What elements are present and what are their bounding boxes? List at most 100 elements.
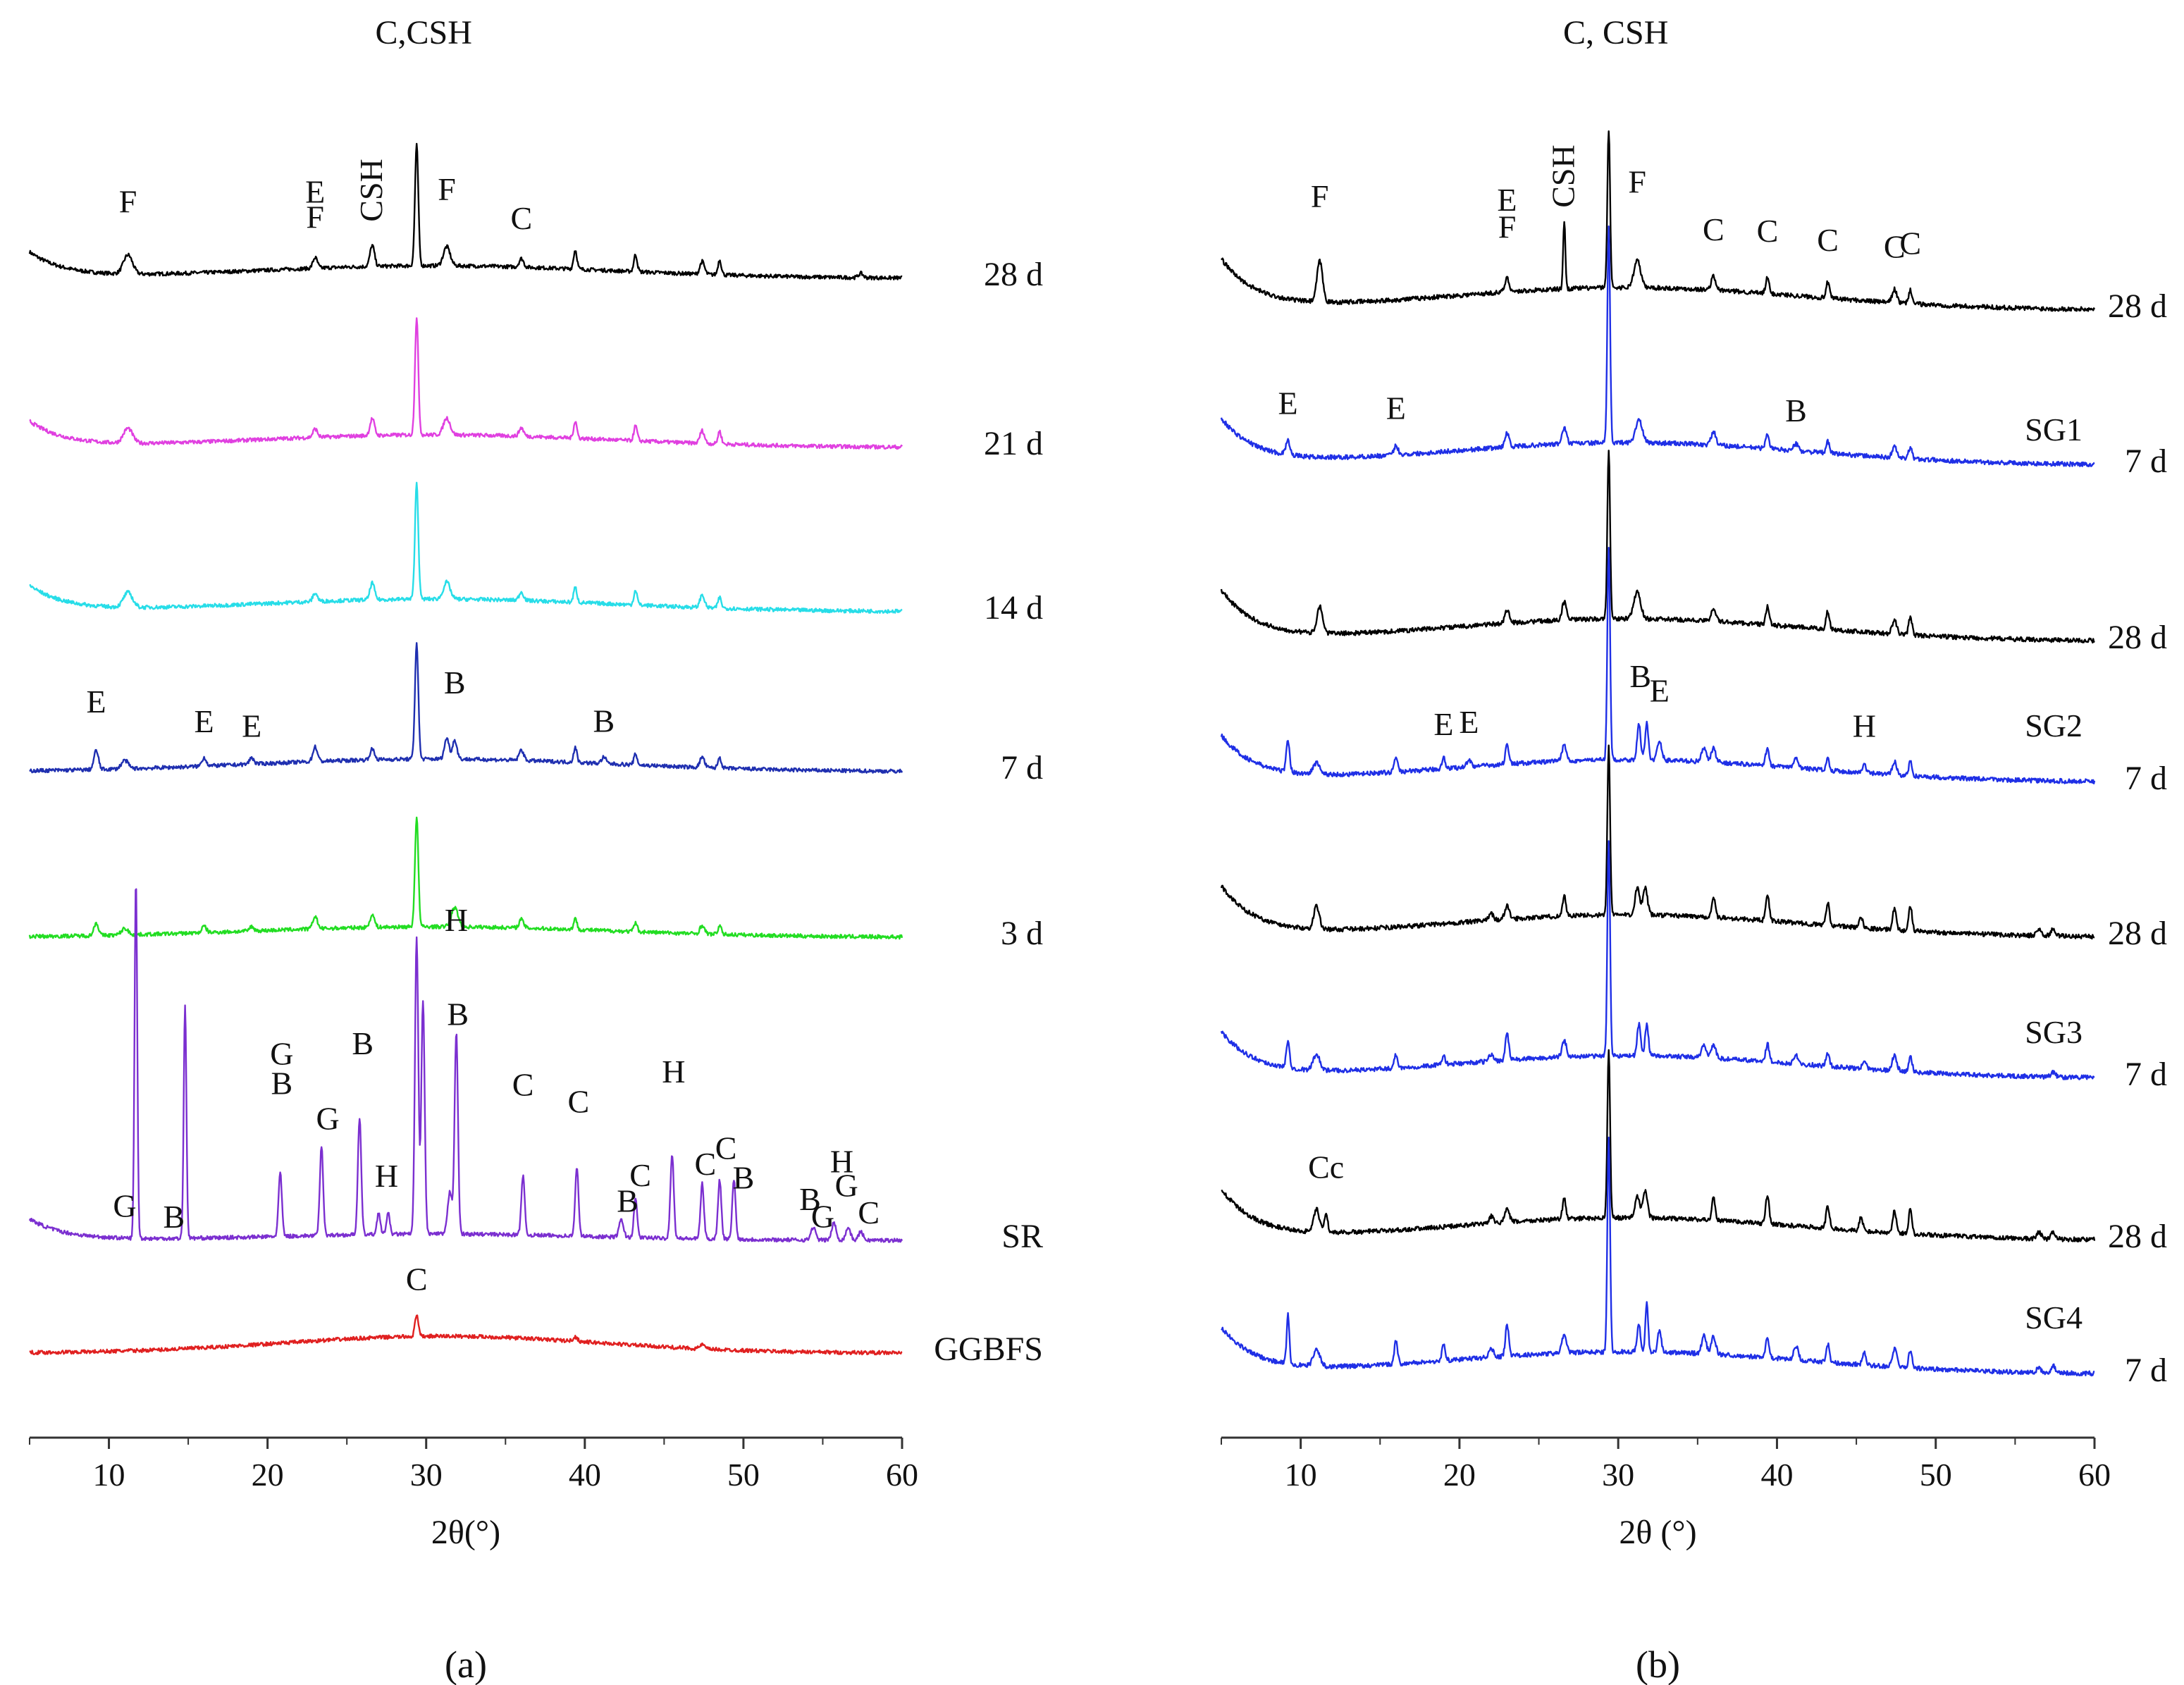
series-label: 7 d	[2125, 1056, 2167, 1093]
peak-annotation: G	[811, 1199, 834, 1235]
panel-caption: (a)	[445, 1643, 487, 1685]
peak-annotation: G	[270, 1036, 293, 1072]
peak-annotation: E	[1386, 390, 1406, 426]
peak-annotation-vertical: CSH	[353, 159, 389, 221]
x-axis-label: 2θ(°)	[431, 1514, 500, 1551]
xrd-pattern-28d-SG3	[1220, 744, 2095, 940]
peak-annotation: G	[316, 1101, 340, 1137]
peak-annotation: F	[1628, 164, 1646, 200]
sample-group-label: SG3	[2025, 1014, 2083, 1050]
peak-annotation: C	[1899, 225, 1921, 261]
series-label: GGBFS	[934, 1331, 1043, 1368]
peak-annotation: C	[858, 1195, 880, 1230]
peak-annotation: E	[1459, 704, 1479, 740]
x-tick-label: 50	[1920, 1457, 1952, 1493]
series-label: 28 d	[2108, 915, 2167, 952]
xrd-pattern-28d	[28, 142, 903, 280]
panel-caption: (b)	[1636, 1643, 1680, 1685]
series-label: 28 d	[2108, 619, 2167, 656]
peak-annotation-vertical: CSH	[1546, 144, 1581, 207]
series-label: 28 d	[2108, 288, 2167, 325]
peak-annotation: B	[1629, 658, 1651, 694]
series-label: 7 d	[2125, 443, 2167, 480]
xrd-pattern-7d-SG1	[1220, 226, 2095, 467]
xrd-pattern-21d	[29, 317, 903, 450]
peak-annotation: C	[715, 1130, 737, 1166]
peak-annotation: B	[593, 703, 615, 739]
peak-annotation: E	[242, 708, 261, 743]
series-label: 7 d	[1001, 749, 1043, 786]
peak-annotation: C	[629, 1157, 651, 1193]
peak-annotation: C	[1817, 222, 1839, 258]
x-tick-label: 20	[252, 1457, 284, 1493]
peak-annotation: C	[1884, 229, 1906, 265]
x-tick-label: 40	[1760, 1457, 1793, 1493]
peak-annotation: B	[271, 1066, 293, 1101]
xrd-pattern-7d-SG4	[1221, 1136, 2095, 1377]
series-label: 28 d	[984, 256, 1043, 293]
peak-annotation: C	[695, 1146, 717, 1182]
peak-annotation: F	[1311, 178, 1329, 214]
x-tick-label: 60	[886, 1457, 918, 1493]
peak-annotation: B	[733, 1160, 755, 1196]
peak-annotation-top: C,CSH	[376, 14, 472, 51]
peak-annotation: F	[306, 199, 324, 235]
x-tick-label: 30	[410, 1457, 443, 1493]
sample-group-label: SG1	[2025, 412, 2083, 448]
peak-annotation: F	[119, 184, 137, 220]
series-label: 14 d	[984, 589, 1043, 627]
series-label: SR	[1001, 1218, 1043, 1255]
peak-annotation: C	[406, 1261, 428, 1297]
xrd-pattern-28d-SG1	[1221, 130, 2096, 312]
peak-annotation: C	[512, 1066, 534, 1102]
peak-annotation: B	[352, 1025, 374, 1061]
peak-annotation: B	[447, 996, 469, 1032]
peak-annotation: H	[375, 1158, 398, 1194]
peak-annotation: Cc	[1308, 1149, 1344, 1185]
peak-annotation: H	[830, 1143, 853, 1179]
series-label: 7 d	[2125, 1352, 2167, 1389]
peak-annotation: E	[86, 684, 106, 720]
series-label: 7 d	[2125, 760, 2167, 797]
peak-annotation: G	[113, 1188, 136, 1224]
series-label: 21 d	[984, 425, 1043, 462]
peak-annotation: B	[1785, 393, 1807, 428]
peak-annotation: B	[444, 665, 466, 700]
xrd-pattern-7d-SG2	[1220, 547, 2096, 784]
xrd-pattern-7d-SG3	[1220, 840, 2095, 1080]
x-tick-label: 20	[1443, 1457, 1476, 1493]
peak-annotation: H	[662, 1054, 685, 1090]
peak-annotation: E	[1433, 706, 1453, 742]
peak-annotation: G	[835, 1168, 858, 1204]
peak-annotation: C	[510, 200, 532, 236]
xrd-pattern-28d-SG2	[1220, 450, 2095, 644]
xrd-pattern-GGBFS	[29, 1314, 903, 1356]
peak-annotation: C	[1757, 213, 1779, 249]
peak-annotation: H	[1853, 708, 1876, 744]
peak-annotation: H	[445, 902, 468, 938]
series-label: 3 d	[1001, 915, 1043, 952]
peak-annotation: E	[1278, 385, 1298, 421]
x-tick-label: 40	[569, 1457, 601, 1493]
peak-annotation: B	[163, 1199, 185, 1235]
x-tick-label: 50	[727, 1457, 760, 1493]
peak-annotation: E	[1497, 182, 1517, 218]
xrd-pattern-3d	[28, 816, 903, 940]
peak-annotation: E	[305, 174, 325, 210]
peak-annotation: C	[1703, 211, 1725, 247]
xrd-pattern-SR	[28, 888, 903, 1243]
peak-annotation: E	[195, 703, 214, 739]
peak-annotation: B	[799, 1181, 821, 1217]
series-label: 28 d	[2108, 1218, 2167, 1255]
x-tick-label: 10	[93, 1457, 125, 1493]
x-tick-label: 30	[1602, 1457, 1634, 1493]
x-tick-label: 10	[1285, 1457, 1317, 1493]
sample-group-label: SG2	[2025, 708, 2083, 743]
xrd-pattern-14d	[29, 481, 903, 615]
peak-annotation: B	[617, 1183, 638, 1218]
sample-group-label: SG4	[2025, 1300, 2083, 1335]
peak-annotation: C	[567, 1084, 589, 1120]
